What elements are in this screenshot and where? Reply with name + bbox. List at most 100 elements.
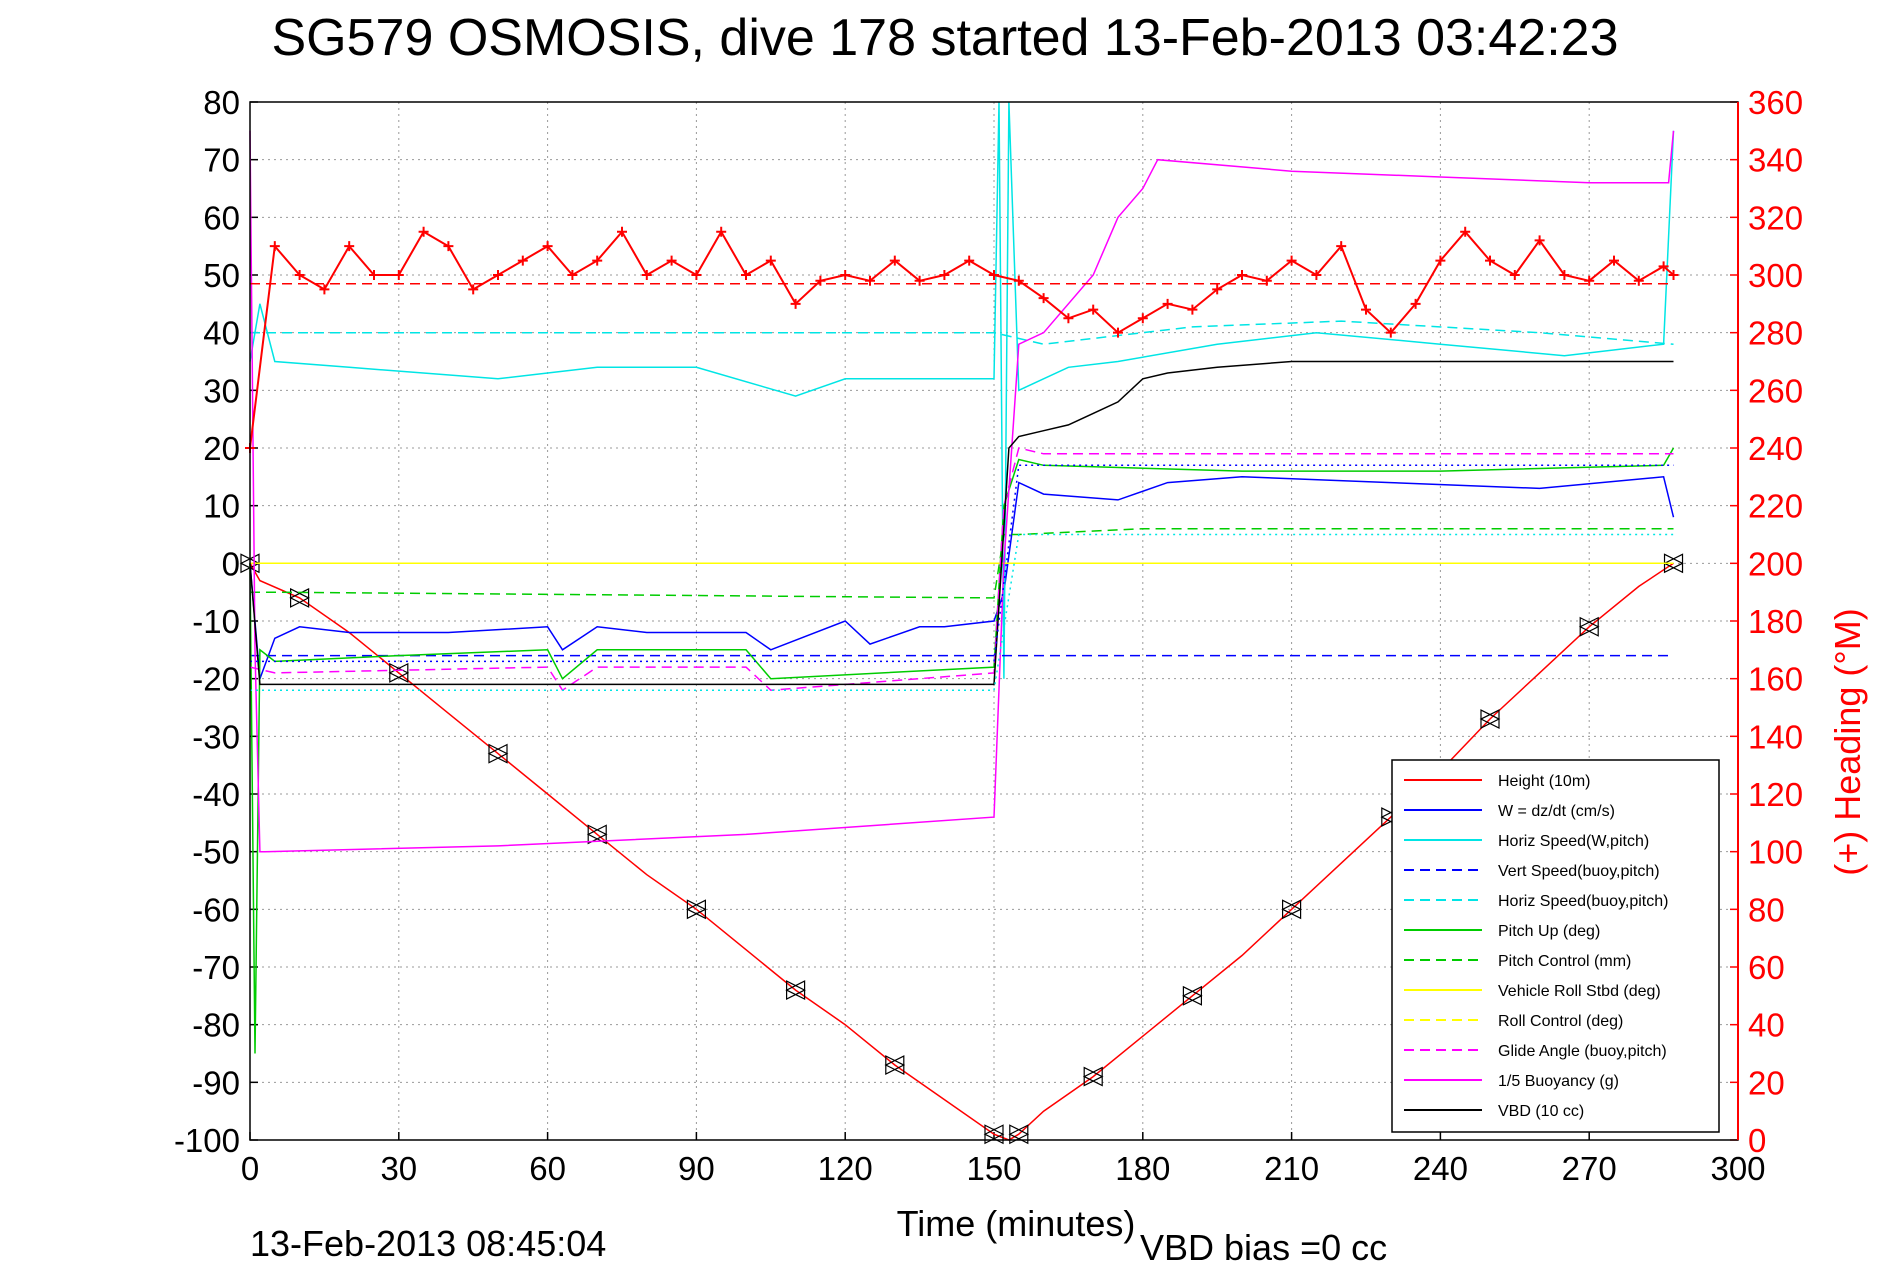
y2-tick-label: 20: [1748, 1064, 1785, 1101]
y2-tick-label: 240: [1748, 430, 1803, 467]
y2-axis-ticks: 3603403203002802602402202001801601401201…: [1730, 84, 1803, 1159]
x-tick-label: 120: [818, 1150, 873, 1187]
heading-marker: [939, 270, 950, 280]
x-tick-label: 180: [1115, 1150, 1170, 1187]
heading-marker: [889, 255, 900, 266]
y2-tick-label: 140: [1748, 718, 1803, 755]
height-marker: [1082, 1066, 1104, 1087]
y2-tick-label: 120: [1748, 776, 1803, 813]
heading-marker: [1668, 270, 1679, 280]
heading-marker: [716, 226, 727, 237]
y2-tick-label: 80: [1748, 891, 1785, 928]
heading-marker: [765, 255, 776, 266]
heading-marker: [666, 255, 677, 266]
legend-label: Vert Speed(buoy,pitch): [1498, 863, 1660, 880]
height-marker: [1479, 709, 1501, 730]
y-tick-label: -80: [192, 1007, 240, 1044]
x-tick-label: 0: [241, 1150, 259, 1187]
y-tick-label: -50: [192, 834, 240, 871]
heading-marker: [641, 270, 652, 280]
height-marker: [487, 743, 509, 764]
heading-marker: [493, 270, 503, 280]
y-tick-label: 70: [203, 142, 240, 179]
x-axis-ticks: 0 30 60 90 120 150 180 210 240 270 300: [241, 1132, 1766, 1187]
y2-tick-label: 300: [1748, 257, 1803, 294]
y-tick-label: 20: [203, 430, 240, 467]
y-tick-label: 30: [203, 372, 240, 409]
heading-marker: [344, 241, 355, 252]
height-marker: [884, 1055, 906, 1076]
height-marker: [1578, 616, 1600, 637]
y2-tick-label: 220: [1748, 488, 1803, 525]
y-tick-label: 10: [203, 488, 240, 525]
x-tick-label: 30: [380, 1150, 417, 1187]
series-4-line: [250, 320, 1674, 345]
y-tick-label: -60: [192, 891, 240, 928]
y2-axis-label: (+) Heading (°M): [1827, 608, 1868, 875]
series-12-line: [249, 229, 1675, 449]
heading-marker: [1286, 255, 1297, 266]
heading-marker: [964, 255, 975, 266]
legend-label: Vehicle Roll Stbd (deg): [1498, 983, 1661, 1000]
heading-marker: [1311, 270, 1322, 280]
heading-marker: [617, 226, 627, 237]
legend-label: VBD (10 cc): [1498, 1103, 1584, 1120]
heading-marker: [1485, 255, 1495, 266]
heading-marker: [1658, 261, 1669, 272]
heading-marker: [790, 298, 801, 309]
y-tick-label: -20: [192, 661, 240, 698]
heading-marker: [418, 226, 429, 237]
legend-label: Pitch Control (mm): [1498, 953, 1631, 970]
heading-marker: [815, 275, 826, 286]
y-tick-label: 0: [222, 545, 240, 582]
legend-box: [1391, 759, 1720, 1133]
heading-marker: [1137, 313, 1148, 324]
legend: Height (10m) W = dz/dt (cm/s) Horiz Speed(…: [1391, 759, 1720, 1133]
x-tick-label: 60: [529, 1150, 566, 1187]
legend-label: W = dz/dt (cm/s): [1498, 803, 1615, 820]
heading-marker: [1559, 270, 1570, 280]
y2-tick-label: 60: [1748, 949, 1785, 986]
heading-marker: [1063, 313, 1074, 324]
heading-marker: [865, 275, 875, 286]
heading-marker: [1361, 304, 1371, 315]
y2-tick-label: 100: [1748, 834, 1803, 871]
heading-marker: [1633, 275, 1644, 286]
heading-marker: [1584, 275, 1595, 286]
series-11-line: [249, 360, 1674, 686]
heading-marker: [319, 284, 330, 295]
footer-vbd-bias: VBD bias =0 cc: [1140, 1227, 1387, 1262]
heading-marker: [393, 270, 404, 280]
heading-marker: [369, 270, 379, 280]
legend-label: Glide Angle (buoy,pitch): [1498, 1043, 1667, 1060]
y2-tick-label: 280: [1748, 315, 1803, 352]
y-tick-label: -70: [192, 949, 240, 986]
y-tick-label: -40: [192, 776, 240, 813]
heading-marker: [517, 255, 528, 266]
heading-marker: [269, 241, 280, 252]
y-tick-label: -10: [192, 603, 240, 640]
x-tick-label: 300: [1710, 1150, 1765, 1187]
x-tick-label: 150: [966, 1150, 1021, 1187]
heading-marker: [1113, 327, 1123, 338]
height-marker: [785, 980, 806, 1001]
x-tick-label: 210: [1264, 1150, 1319, 1187]
heading-marker: [1038, 293, 1049, 304]
height-marker: [1281, 899, 1302, 920]
y-axis-ticks: 80 70 60 50 40 30 20 10 0 -10 -20 -30 -40 -50 -60 -70 -8…: [174, 84, 258, 1159]
legend-label: Pitch Up (deg): [1498, 923, 1600, 940]
height-marker: [1182, 985, 1203, 1006]
legend-label: Roll Control (deg): [1498, 1013, 1623, 1030]
y2-tick-label: 360: [1748, 84, 1803, 121]
heading-marker: [294, 270, 305, 280]
series-14-line: [250, 533, 1674, 691]
heading-marker: [1237, 270, 1247, 280]
y-tick-label: 80: [203, 84, 240, 121]
y2-tick-label: 0: [1748, 1122, 1766, 1159]
height-marker: [1008, 1124, 1030, 1145]
y2-tick-label: 40: [1748, 1007, 1785, 1044]
y2-tick-label: 320: [1748, 199, 1803, 236]
x-tick-label: 240: [1413, 1150, 1468, 1187]
height-marker: [686, 899, 707, 920]
